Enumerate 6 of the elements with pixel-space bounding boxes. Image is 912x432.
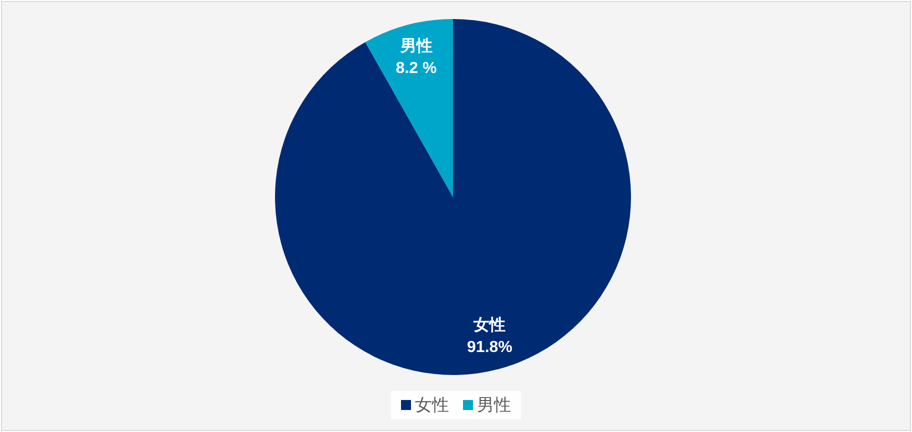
slice-label: 男性 bbox=[399, 37, 432, 56]
legend-label: 女性 bbox=[415, 396, 449, 414]
slice-label: 女性 bbox=[472, 316, 506, 334]
data-label: 91.8% bbox=[467, 338, 512, 356]
legend-label: 男性 bbox=[477, 396, 511, 414]
data-label: 8.2 % bbox=[396, 60, 437, 78]
